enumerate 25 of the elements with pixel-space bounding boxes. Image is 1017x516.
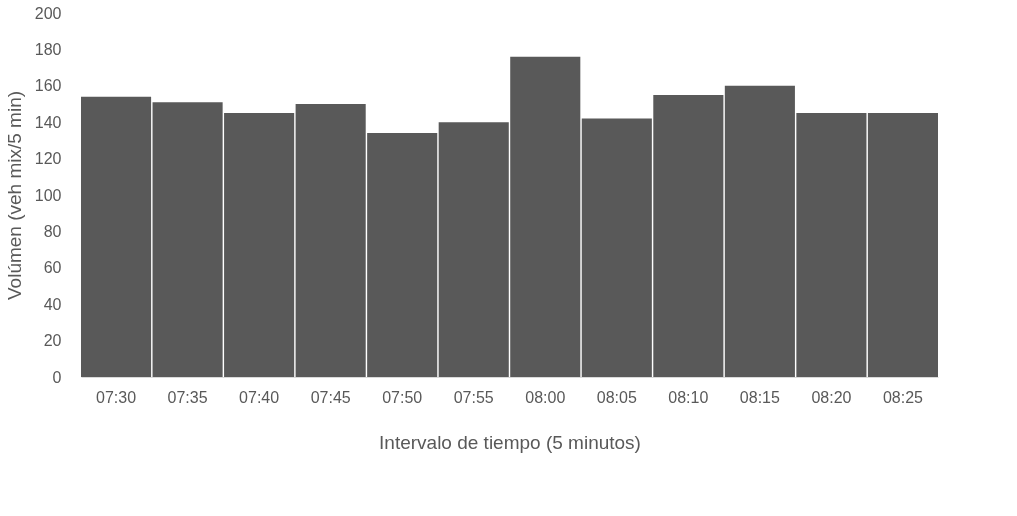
- x-tick-label: 08:15: [739, 388, 780, 406]
- y-tick-label: 120: [34, 150, 62, 168]
- y-tick-label: 60: [43, 259, 62, 277]
- y-tick-label: 160: [34, 77, 62, 95]
- x-tick-label: 07:55: [453, 388, 494, 406]
- x-tick-label: 08:25: [882, 388, 924, 406]
- y-tick-label: 100: [34, 186, 62, 204]
- x-tick-label: 07:30: [96, 388, 137, 406]
- x-axis-title: Intervalo de tiempo (5 minutos): [379, 431, 641, 453]
- x-tick-label: 07:40: [239, 388, 280, 406]
- y-axis-title: Volúmen (veh mix/5 min): [3, 90, 25, 301]
- y-tick-label: 180: [34, 40, 62, 58]
- x-tick-label: 07:35: [167, 388, 208, 406]
- x-tick-label: 08:20: [811, 388, 852, 406]
- y-tick-label: 80: [43, 222, 62, 240]
- y-tick-label: 40: [43, 295, 62, 313]
- y-tick-label: 0: [52, 368, 62, 386]
- x-tick-label: 08:05: [596, 388, 637, 406]
- y-tick-label: 20: [43, 332, 62, 350]
- x-tick-label: 07:45: [310, 388, 351, 406]
- y-tick-label: 200: [34, 4, 62, 22]
- x-tick-label: 08:10: [668, 388, 709, 406]
- x-tick-label: 08:00: [525, 388, 566, 406]
- x-tick-label: 07:50: [382, 388, 423, 406]
- y-tick-label: 140: [34, 113, 62, 131]
